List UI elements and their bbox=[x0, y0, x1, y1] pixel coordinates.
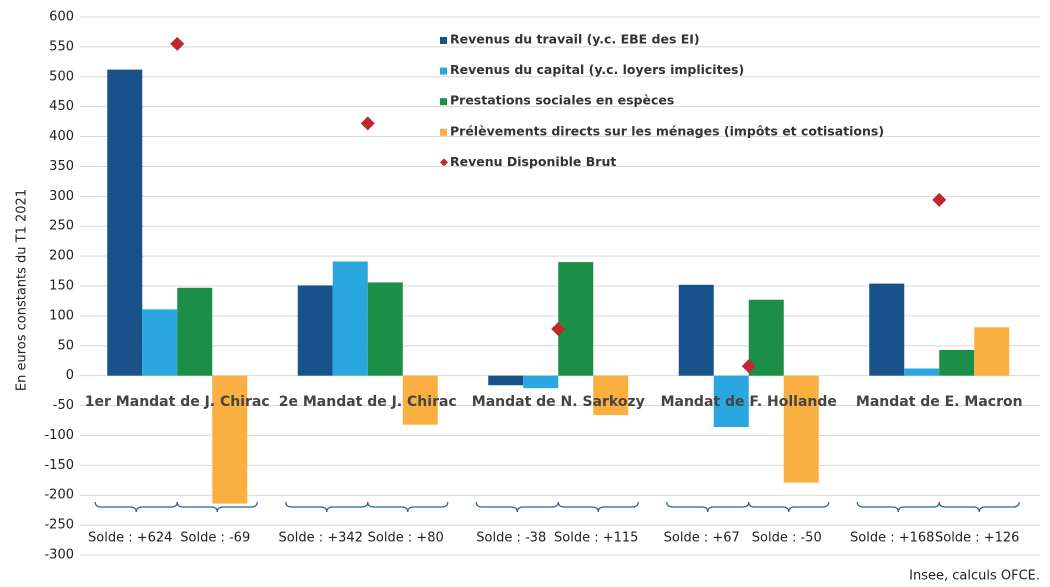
bar bbox=[212, 375, 248, 504]
rdb-marker bbox=[551, 322, 566, 337]
solde-label: Solde : +342 bbox=[279, 531, 363, 546]
bar bbox=[488, 375, 524, 386]
legend-marker bbox=[440, 158, 448, 167]
y-tick-label: 200 bbox=[49, 249, 74, 264]
legend-label: Prélèvements directs sur les ménages (im… bbox=[450, 123, 884, 138]
legend-label: Revenus du travail (y.c. EBE des EI) bbox=[450, 32, 700, 47]
category-label: Mandat de E. Macron bbox=[856, 394, 1023, 410]
brace bbox=[748, 501, 830, 513]
y-tick-label: 550 bbox=[49, 39, 74, 54]
y-tick-label: 450 bbox=[49, 99, 74, 114]
solde-label: Solde : +126 bbox=[935, 531, 1019, 546]
legend-swatch bbox=[440, 37, 447, 44]
y-tick-label: 350 bbox=[49, 159, 74, 174]
category-label: 1er Mandat de J. Chirac bbox=[85, 394, 270, 410]
bar bbox=[939, 349, 975, 376]
brace bbox=[856, 501, 940, 513]
bar bbox=[177, 287, 213, 376]
brace bbox=[475, 501, 559, 513]
bar bbox=[783, 375, 819, 483]
bar bbox=[523, 375, 559, 389]
bar bbox=[748, 299, 784, 376]
y-tick-label: -300 bbox=[44, 548, 74, 563]
bar bbox=[367, 282, 403, 376]
bar bbox=[904, 368, 940, 376]
solde-label: Solde : -38 bbox=[476, 531, 546, 546]
brace bbox=[94, 501, 178, 513]
category-label: Mandat de N. Sarkozy bbox=[472, 394, 645, 410]
y-tick-label: 400 bbox=[49, 129, 74, 144]
solde-label: Solde : +168 bbox=[850, 531, 934, 546]
y-tick-label: 150 bbox=[49, 279, 74, 294]
legend-label: Revenus du capital (y.c. loyers implicit… bbox=[450, 62, 744, 77]
y-tick-label: 0 bbox=[66, 368, 74, 383]
bar bbox=[107, 69, 143, 376]
legend-label: Prestations sociales en espèces bbox=[450, 93, 674, 108]
rdb-marker bbox=[932, 192, 947, 207]
y-tick-label: -200 bbox=[44, 488, 74, 503]
y-tick-label: 50 bbox=[57, 338, 74, 353]
rdb-marker bbox=[741, 359, 756, 374]
legend-label: Revenu Disponible Brut bbox=[450, 154, 616, 169]
bar bbox=[713, 375, 749, 428]
brace bbox=[557, 501, 639, 513]
bar bbox=[558, 262, 594, 376]
bar bbox=[869, 283, 905, 376]
legend-swatch bbox=[440, 67, 447, 75]
bar bbox=[593, 375, 629, 416]
solde-label: Solde : +67 bbox=[664, 531, 740, 546]
y-tick-label: 600 bbox=[49, 10, 74, 25]
y-tick-label: 100 bbox=[49, 308, 74, 323]
bar bbox=[142, 309, 178, 376]
brace bbox=[666, 501, 750, 513]
brace bbox=[367, 501, 449, 513]
category-label: Mandat de F. Hollande bbox=[661, 394, 837, 410]
y-tick-label: 250 bbox=[49, 219, 74, 234]
brace bbox=[938, 501, 1020, 513]
bar bbox=[678, 284, 714, 376]
bar bbox=[332, 261, 368, 376]
category-label: 2e Mandat de J. Chirac bbox=[279, 394, 457, 410]
solde-label: Solde : -50 bbox=[752, 531, 822, 546]
legend-swatch bbox=[440, 98, 447, 106]
y-tick-label: -50 bbox=[53, 398, 74, 413]
y-tick-label: 500 bbox=[49, 69, 74, 84]
rdb-marker bbox=[360, 116, 375, 131]
rdb-marker bbox=[170, 36, 185, 51]
y-tick-label: 300 bbox=[49, 189, 74, 204]
source: Insee, calculs OFCE. bbox=[909, 569, 1040, 584]
solde-label: Solde : -69 bbox=[180, 531, 250, 546]
bar bbox=[297, 285, 333, 376]
y-tick-label: -100 bbox=[44, 428, 74, 443]
solde-label: Solde : +624 bbox=[88, 531, 172, 546]
solde-label: Solde : +80 bbox=[368, 531, 444, 546]
solde-label: Solde : +115 bbox=[554, 531, 638, 546]
y-tick-label: -250 bbox=[44, 518, 74, 533]
bar bbox=[974, 327, 1010, 376]
legend-swatch bbox=[440, 128, 447, 136]
brace bbox=[285, 501, 369, 513]
brace bbox=[176, 501, 258, 513]
bar bbox=[402, 375, 438, 425]
y-axis-label: En euros constants du T1 2021 bbox=[15, 189, 30, 391]
y-tick-label: -150 bbox=[44, 458, 74, 473]
